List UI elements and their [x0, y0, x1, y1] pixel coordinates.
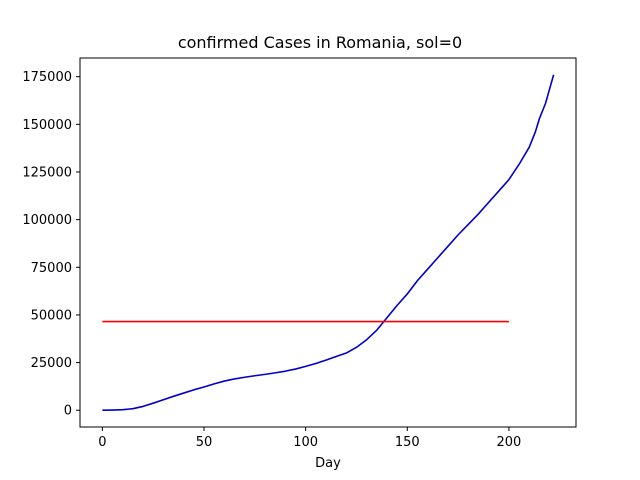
- plot-area-frame: [79, 57, 577, 428]
- x-tick-label: 200: [497, 435, 522, 450]
- ticks-layer: 0 50 100 150 200 0 25000 50000 75000 100000 125000…: [22, 70, 521, 450]
- x-axis-label: Day: [315, 456, 341, 471]
- series-line-0: [102, 74, 555, 412]
- y-tick-label: 100000: [22, 213, 72, 228]
- x-tick-label: 50: [196, 435, 213, 450]
- x-tick-label: 150: [395, 435, 420, 450]
- series-layer: [102, 74, 555, 412]
- y-tick-label: 50000: [31, 308, 72, 323]
- x-tick-label: 0: [98, 435, 106, 450]
- chart-title: confirmed Cases in Romania, sol=0: [178, 33, 462, 52]
- y-tick-label: 175000: [22, 70, 72, 85]
- y-tick-label: 75000: [31, 261, 72, 276]
- y-tick-label: 150000: [22, 118, 72, 133]
- x-tick-label: 100: [293, 435, 318, 450]
- y-tick-label: 125000: [22, 165, 72, 180]
- y-tick-label: 0: [64, 404, 72, 419]
- y-tick-label: 25000: [31, 356, 72, 371]
